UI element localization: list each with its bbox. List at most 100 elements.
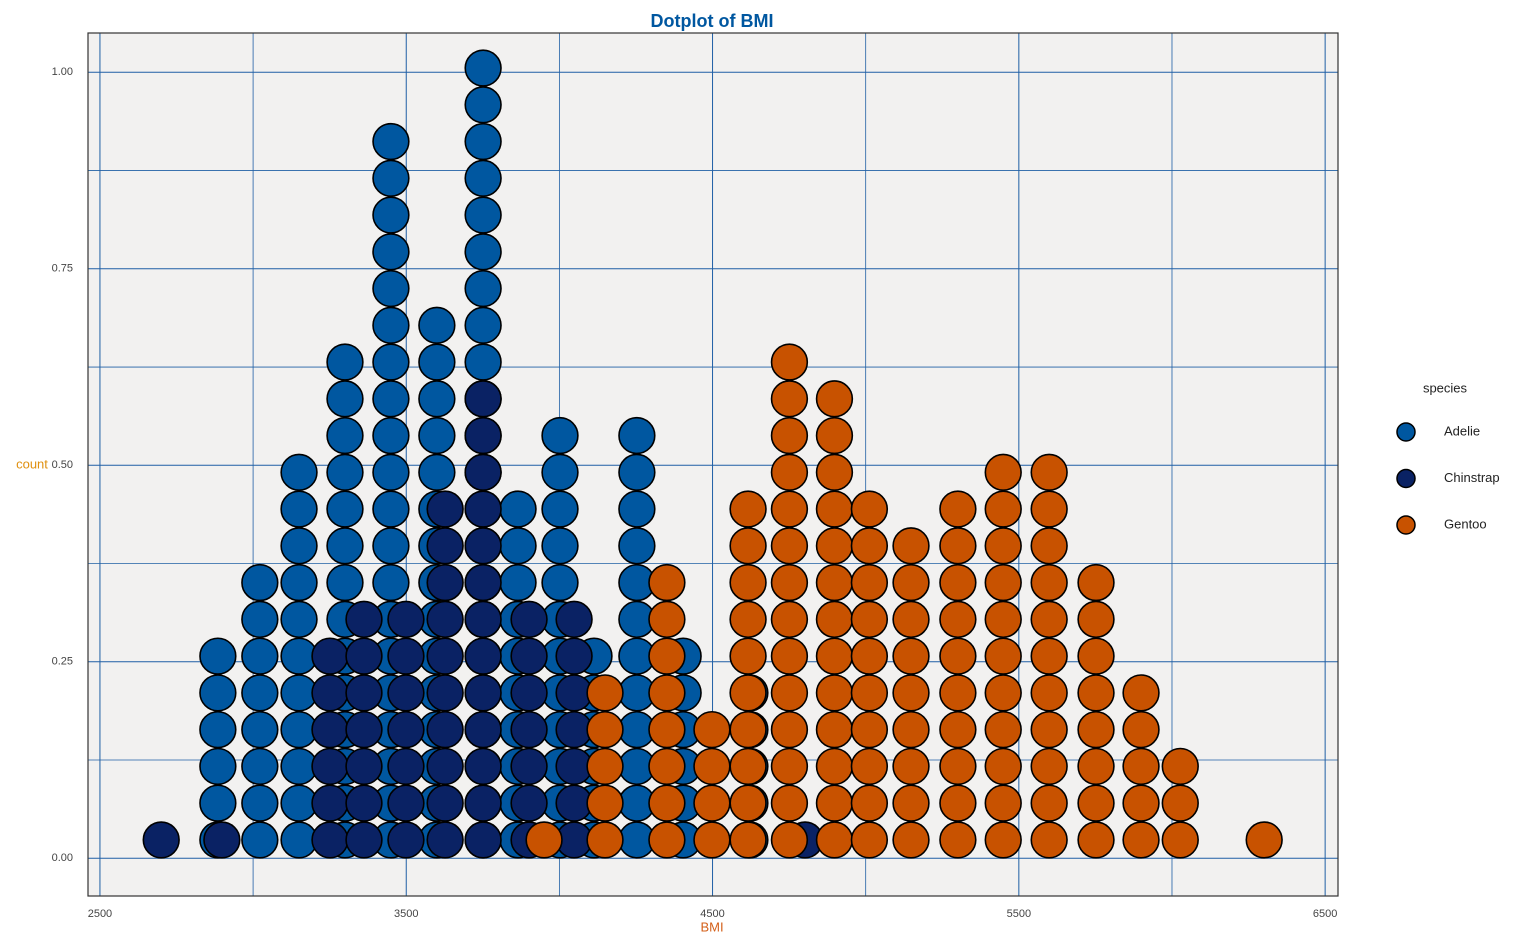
dot [541,416,579,455]
y-tick-label: 1.00 [52,66,73,78]
dot [770,747,809,786]
dot [729,784,767,822]
legend-label: Chinstrap [1444,470,1500,485]
y-tick-label: 0.00 [52,852,73,864]
dot [693,821,731,859]
dot [1122,710,1160,749]
dot [618,490,656,528]
dot [499,563,537,602]
dot [199,710,237,749]
dot [815,747,854,786]
dot [892,710,930,749]
dot [815,710,854,749]
dot [326,527,364,565]
dot [510,710,548,749]
dot [939,710,977,749]
dot [464,49,502,87]
dot [984,637,1022,675]
dot [770,784,809,822]
dot [372,343,410,381]
dot [311,747,349,786]
dot [984,563,1022,602]
dot [510,674,548,712]
legend-label: Gentoo [1444,516,1487,531]
dot [729,747,767,786]
dot [203,821,241,859]
legend-swatch [1396,468,1416,489]
dot [372,490,410,528]
dot [1077,674,1115,712]
dot [815,637,854,675]
dot [464,674,502,712]
dot [1077,637,1115,675]
dot [815,821,854,859]
panel-border [87,32,1339,897]
dot [892,674,930,712]
dot [326,416,364,455]
dot [311,674,349,712]
dot [541,490,579,528]
dot [199,747,237,786]
dot [555,600,593,639]
dot [648,600,686,639]
dot [372,233,410,271]
dot [693,784,731,822]
dot [464,784,502,822]
dot [729,674,767,712]
dot [241,784,279,822]
dot [815,527,854,565]
dot [850,490,889,528]
dot [387,784,425,822]
dot [586,674,624,712]
dot [1030,600,1068,639]
dot [984,821,1022,859]
dot [1161,784,1199,822]
legend-swatch [1396,515,1416,535]
dot [387,710,425,749]
dot [984,784,1022,822]
x-tick-label: 3500 [394,908,418,920]
dot [280,600,318,639]
dot [464,527,502,565]
dot [372,453,410,492]
dot [1077,600,1115,639]
dot [770,821,809,859]
dot [326,380,364,418]
dot [770,343,809,381]
dot [541,563,579,602]
dot [939,637,977,675]
dot [939,600,977,639]
dot [1122,674,1160,712]
dot [372,306,410,344]
dot [387,637,425,675]
dot [1245,821,1283,859]
dot [984,490,1022,528]
dot [326,563,364,602]
dot [618,527,656,565]
dot [1030,490,1068,528]
dot [280,490,318,528]
dot [541,453,579,492]
dot [241,674,279,712]
legend-label: Adelie [1444,423,1480,438]
dot [693,710,731,749]
dot [464,490,502,528]
dot [770,674,809,712]
dot [510,747,548,786]
dot [199,784,237,822]
dot [693,747,731,786]
dot [1077,747,1115,786]
dot [464,86,502,124]
dot [326,343,364,381]
dot [892,821,930,859]
dot [372,380,410,418]
dot [426,490,464,528]
dot [648,784,686,822]
dot [464,159,502,197]
dot [241,563,279,602]
dot [770,527,809,565]
dot [892,527,930,565]
dot [1030,563,1068,602]
dot [815,490,854,528]
dot [418,453,456,492]
